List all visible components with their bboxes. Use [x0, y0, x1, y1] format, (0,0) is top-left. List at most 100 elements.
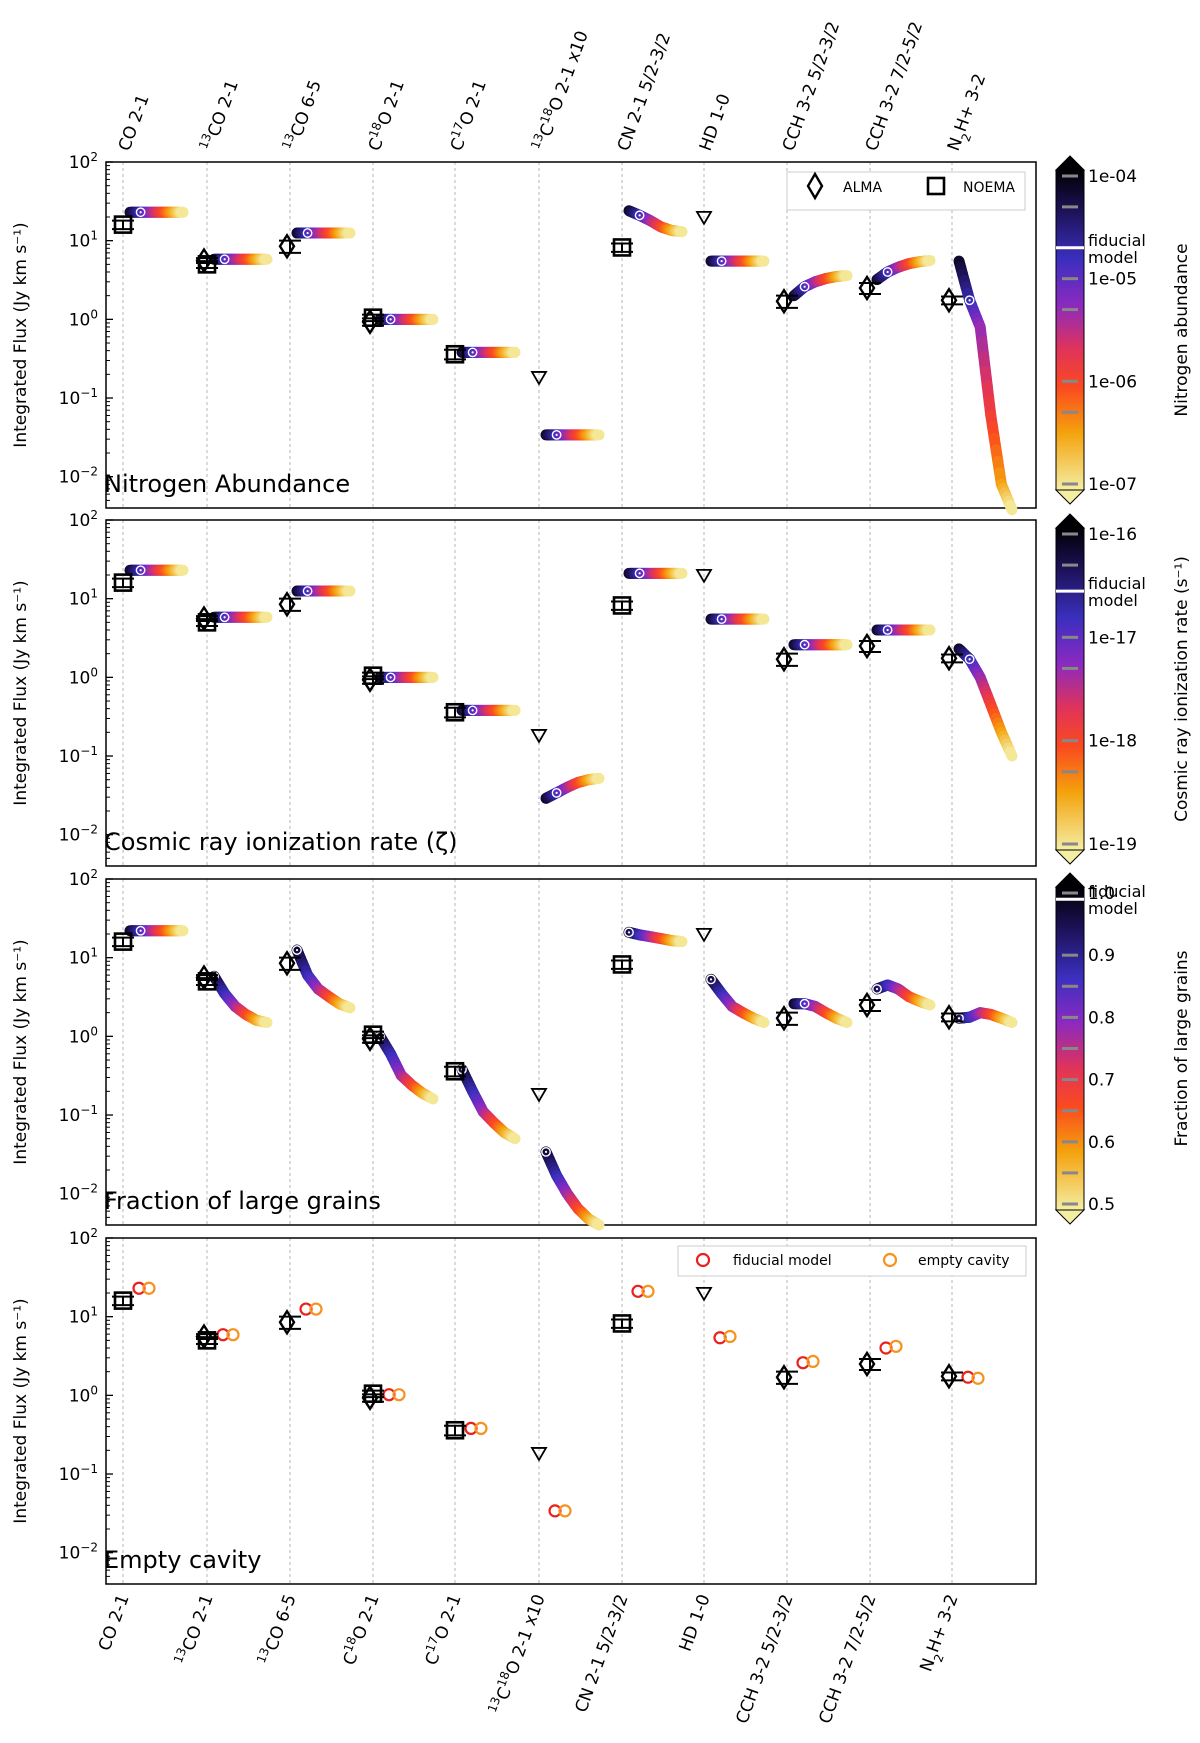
y-tick-label: 102: [69, 867, 98, 890]
model-track-cch32b: [871, 254, 936, 286]
panel-title: Nitrogen Abundance: [104, 470, 350, 498]
fiducial-marker: [292, 945, 302, 955]
noema-square-marker: [612, 1314, 632, 1333]
empty-cavity-circle: [558, 1504, 572, 1518]
y-tick-base: 10: [59, 1544, 81, 1564]
colorbar-extend-top: [1054, 872, 1086, 888]
fiducial-marker: [634, 568, 645, 579]
model-track-n2h32: [953, 255, 1018, 516]
y-tick-base: 10: [69, 668, 91, 688]
observations: [112, 568, 963, 744]
upper-limit-triangle: [530, 1447, 548, 1462]
category-label-c18o21: C18O 2-1: [362, 77, 409, 154]
category-label-hd10: HD 1-0: [696, 91, 735, 153]
upper-limit-triangle: [695, 210, 713, 226]
fiducial-marker: [135, 207, 146, 218]
colorbar-frame: [1055, 886, 1085, 1211]
fiducial-marker: [799, 998, 810, 1009]
model-track-c17o21: [456, 346, 521, 358]
colorbar-fiducial-label: fiducial: [1088, 882, 1146, 901]
category-label-part: 18: [366, 120, 384, 139]
fiducial-marker: [219, 612, 230, 623]
fiducial-marker-dot: [544, 1150, 548, 1153]
fiducial-marker: [135, 565, 146, 576]
noema-square-marker: [445, 702, 465, 722]
empty-cavity-circle: [392, 1388, 406, 1402]
fiducial-marker-dot: [638, 214, 641, 217]
empty-cavity-circle: [971, 1371, 985, 1385]
panel-title: Fraction of large grains: [104, 1187, 381, 1215]
model-track-cn21: [623, 567, 688, 579]
fiducial-marker-dot: [555, 433, 558, 436]
model-track-c18o21: [374, 313, 439, 325]
observations: [112, 1286, 963, 1462]
empty-cavity-circle: [474, 1421, 488, 1436]
colorbar-label: Nitrogen abundance: [1172, 243, 1192, 416]
category-label-part: CO 2-1: [204, 78, 243, 140]
empty-cavity-circle: [309, 1302, 323, 1316]
y-tick-label: 100: [69, 1024, 98, 1047]
y-tick-exp: −2: [80, 1541, 98, 1555]
panel-frame: [105, 519, 1037, 867]
category-label-co21: CO 2-1: [95, 1592, 134, 1654]
legend-alma-label: ALMA: [843, 180, 882, 196]
y-axis-label: Integrated Flux (Jy km s⁻¹): [11, 939, 31, 1164]
model-track-cch32b: [871, 979, 936, 1011]
panel-frame: [105, 161, 1037, 509]
fiducial-marker: [135, 925, 146, 936]
panel-title: Cosmic ray ionization rate (ζ): [104, 828, 458, 856]
fiducial-marker-dot: [471, 709, 474, 712]
panel-frame: [105, 878, 1037, 1226]
category-label-part: 13: [254, 1646, 272, 1665]
y-tick-base: 10: [59, 1465, 81, 1485]
y-tick-label: 102: [69, 1226, 98, 1249]
fiducial-marker: [882, 267, 893, 277]
y-tick-label: 10−1: [59, 1103, 98, 1126]
category-label-part: 18: [537, 106, 555, 125]
colorbar-gradient: [1056, 528, 1084, 850]
category-label-part: 13: [279, 131, 297, 150]
fiducial-marker-dot: [295, 948, 299, 952]
colorbar-tick-label: 0.6: [1088, 1133, 1115, 1153]
model-track-segment: [1004, 500, 1018, 516]
y-tick-exp: −2: [80, 1182, 98, 1196]
model-track-segment: [839, 1016, 853, 1028]
model-track-hd10: [705, 973, 770, 1028]
category-label-part: 2: [931, 1652, 947, 1664]
noema-square-marker: [113, 1291, 133, 1310]
model-track-13c18o21: [540, 429, 605, 441]
model-track-cn21: [623, 205, 688, 238]
colorbar-tick-label: 1e-04: [1088, 167, 1137, 187]
colorbar-label: Fraction of large grains: [1172, 950, 1192, 1146]
model-track-13c18o21: [540, 1146, 605, 1231]
y-tick-base: 10: [69, 153, 91, 173]
category-label-hd10: HD 1-0: [676, 1592, 715, 1654]
noema-square-marker: [363, 1384, 383, 1403]
y-tick-exp: 1: [90, 946, 98, 960]
category-label-n2h32: N2H+ 3-2: [916, 1592, 967, 1676]
category-label-part: O 2-1: [349, 1592, 384, 1643]
y-tick-base: 10: [69, 949, 91, 969]
category-label-cch32a: CCH 3-2 5/2-3/2: [779, 19, 844, 154]
category-label-part: 18: [494, 1669, 512, 1688]
model-track-13c18o21: [540, 772, 605, 804]
fiducial-marker-dot: [223, 258, 226, 261]
category-label-part: CO 6-5: [287, 78, 326, 140]
fiducial-marker-dot: [306, 231, 309, 235]
legend-box: [677, 1245, 1027, 1277]
empty-cavity-circle: [806, 1354, 820, 1369]
alma-diamond-marker: [858, 991, 876, 1019]
legend: fiducial model empty cavity: [677, 1245, 1027, 1277]
model-track-c17o21: [456, 1063, 521, 1145]
category-label-cch32b: CCH 3-2 7/2-5/2: [862, 19, 927, 154]
fiducial-marker: [624, 927, 634, 938]
colorbar-gradient: [1056, 170, 1084, 490]
alma-diamond-marker: [278, 590, 296, 618]
noema-square-marker: [445, 1061, 465, 1081]
legend-alma-marker: [806, 171, 824, 201]
